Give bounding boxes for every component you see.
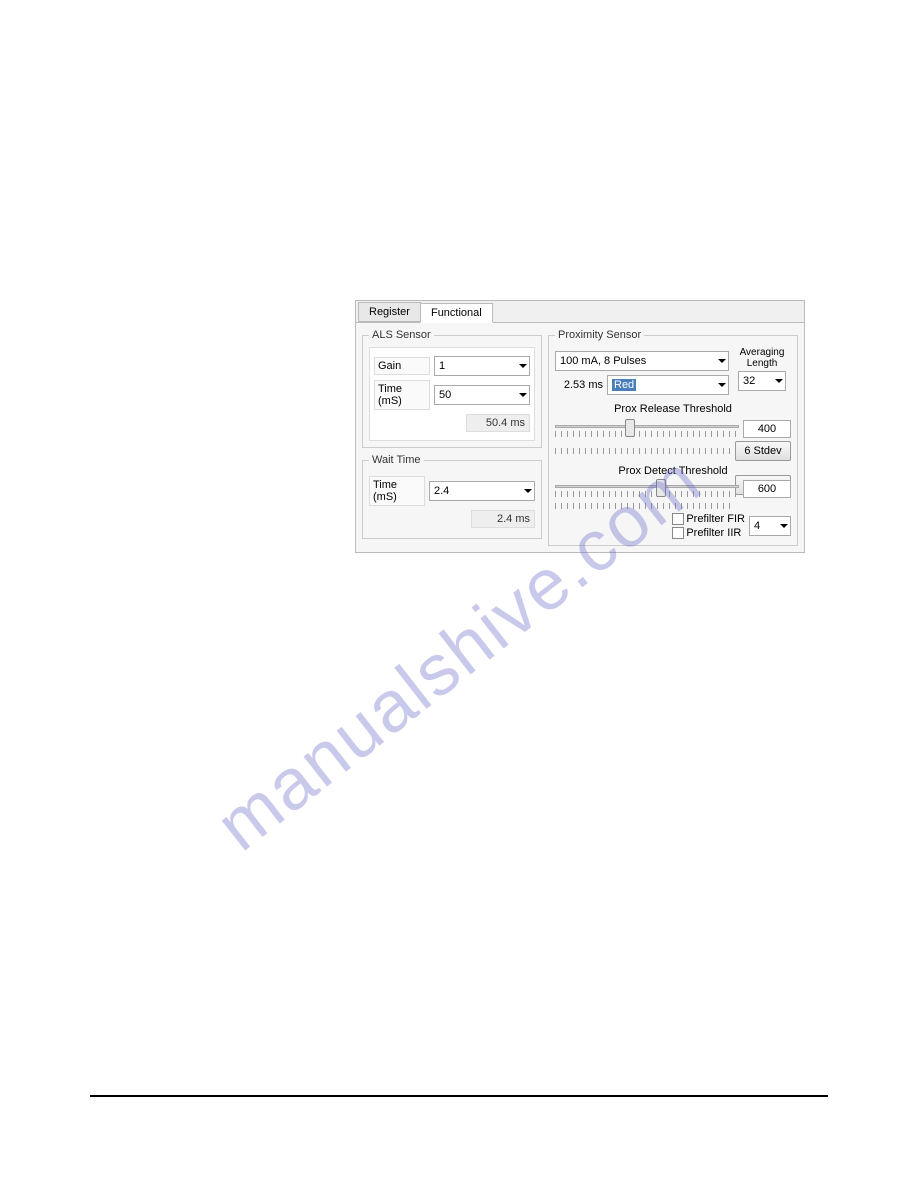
release-threshold-value[interactable]: 400 <box>743 420 791 438</box>
wait-time-label: Time (mS) <box>369 476 425 506</box>
chevron-down-icon <box>519 364 527 368</box>
slider-thumb[interactable] <box>656 479 666 497</box>
prefilter-fir-checkbox[interactable] <box>672 513 684 525</box>
release-threshold-slider[interactable] <box>555 417 739 441</box>
prox-pulses-value: 100 mA, 8 Pulses <box>560 355 646 367</box>
detect-threshold-value[interactable]: 600 <box>743 480 791 498</box>
slider-thumb[interactable] <box>625 419 635 437</box>
release-threshold-label: Prox Release Threshold <box>555 403 791 415</box>
prox-legend: Proximity Sensor <box>555 329 644 341</box>
als-legend: ALS Sensor <box>369 329 434 341</box>
slider-ticks <box>555 431 739 437</box>
als-gain-value: 1 <box>439 360 445 372</box>
als-sensor-group: ALS Sensor Gain 1 Time (mS) 50 <box>362 329 542 448</box>
als-time-label: Time (mS) <box>374 380 430 410</box>
prox-diode-value: Red <box>612 379 636 391</box>
prefilter-value-select[interactable]: 4 <box>749 516 791 536</box>
averaging-box: Averaging Length 32 <box>733 347 791 399</box>
avg-label: Averaging Length <box>733 347 791 369</box>
chevron-down-icon <box>519 393 527 397</box>
detect-threshold-slider[interactable] <box>555 477 739 501</box>
prox-diode-select[interactable]: Red <box>607 375 729 395</box>
stdev6-button[interactable]: 6 Stdev <box>735 441 791 461</box>
als-gain-select[interactable]: 1 <box>434 356 530 376</box>
wait-time-display: 2.4 ms <box>471 510 535 528</box>
wait-legend: Wait Time <box>369 454 424 466</box>
wait-time-select[interactable]: 2.4 <box>429 481 535 501</box>
prox-time-label: 2.53 ms <box>555 379 603 391</box>
prefilter-iir-label: Prefilter IIR <box>686 527 741 539</box>
prefilter-row: Prefilter FIR Prefilter IIR 4 <box>555 513 791 539</box>
chevron-down-icon <box>718 383 726 387</box>
tab-content: ALS Sensor Gain 1 Time (mS) 50 <box>356 323 804 552</box>
prefilter-fir-label: Prefilter FIR <box>686 513 745 525</box>
settings-panel: Register Functional ALS Sensor Gain 1 Ti… <box>355 300 805 553</box>
proximity-sensor-group: Proximity Sensor 100 mA, 8 Pulses 2.53 m… <box>548 329 798 546</box>
chevron-down-icon <box>718 359 726 363</box>
prefilter-value: 4 <box>754 520 760 532</box>
prox-pulses-select[interactable]: 100 mA, 8 Pulses <box>555 351 729 371</box>
tab-register[interactable]: Register <box>358 302 421 322</box>
prefilter-iir-checkbox[interactable] <box>672 527 684 539</box>
als-time-display: 50.4 ms <box>466 414 530 432</box>
chevron-down-icon <box>524 489 532 493</box>
tab-bar: Register Functional <box>356 301 804 323</box>
avg-length-select[interactable]: 32 <box>738 371 786 391</box>
slider-track <box>555 485 739 488</box>
wait-time-value: 2.4 <box>434 485 449 497</box>
als-gain-label: Gain <box>374 357 430 375</box>
chevron-down-icon <box>780 524 788 528</box>
slider-track <box>555 425 739 428</box>
als-time-value: 50 <box>439 389 451 401</box>
tab-functional[interactable]: Functional <box>420 303 493 323</box>
chevron-down-icon <box>775 379 783 383</box>
avg-value: 32 <box>743 375 755 387</box>
wait-time-group: Wait Time Time (mS) 2.4 2.4 ms <box>362 454 542 539</box>
slider-ticks <box>555 491 739 497</box>
page-divider <box>90 1095 828 1097</box>
als-time-select[interactable]: 50 <box>434 385 530 405</box>
left-column: ALS Sensor Gain 1 Time (mS) 50 <box>362 329 542 546</box>
